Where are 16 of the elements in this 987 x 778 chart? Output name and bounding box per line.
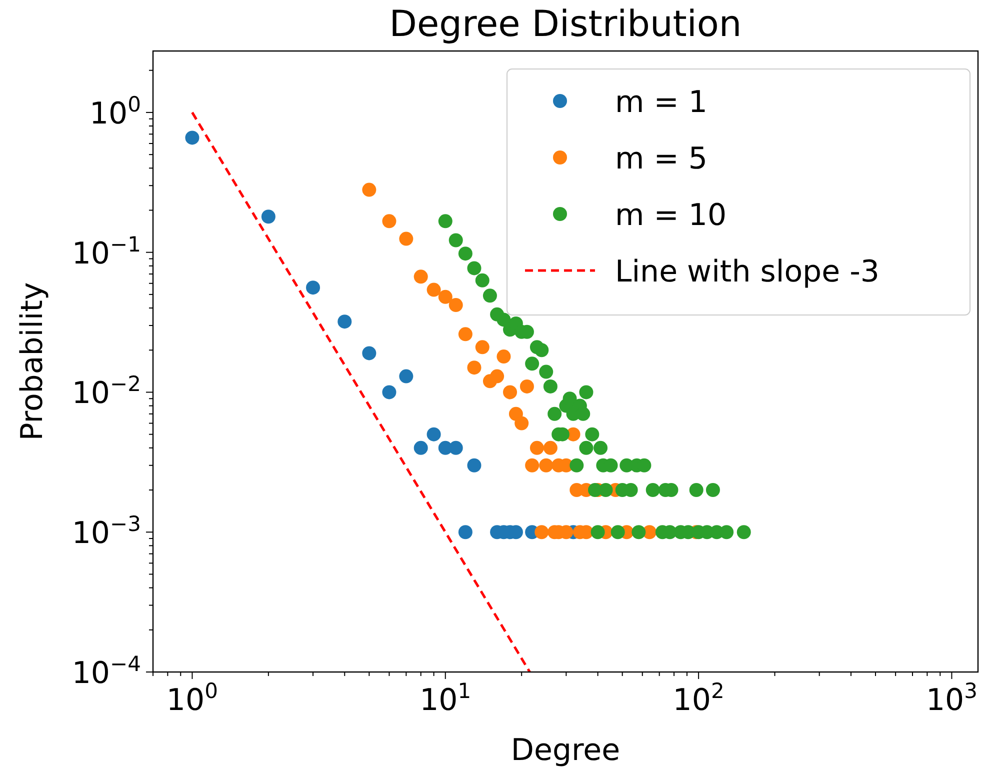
legend-label: Line with slope -3 — [615, 254, 880, 290]
x-tick-label: 10$^{1}$ — [420, 679, 472, 718]
y-tick-label: 10$^{0}$ — [89, 92, 141, 132]
y-tick-label: 10$^{−2}$ — [72, 372, 141, 412]
legend-label: m = 10 — [615, 198, 727, 233]
legend-label: m = 1 — [615, 85, 708, 120]
y-tick-label: 10$^{−1}$ — [72, 232, 141, 272]
y-axis-title: Probability — [15, 282, 50, 441]
chart-title: Degree Distribution — [389, 4, 742, 45]
x-tick-label: 10$^{0}$ — [166, 679, 218, 718]
x-tick-label: 10$^{2}$ — [672, 679, 724, 718]
x-axis-title: Degree — [510, 733, 620, 768]
y-tick-label: 10$^{−3}$ — [72, 512, 141, 552]
x-tick-label: 10$^{3}$ — [926, 679, 978, 718]
y-tick-label: 10$^{−4}$ — [72, 652, 141, 691]
legend-label: m = 5 — [615, 142, 708, 176]
